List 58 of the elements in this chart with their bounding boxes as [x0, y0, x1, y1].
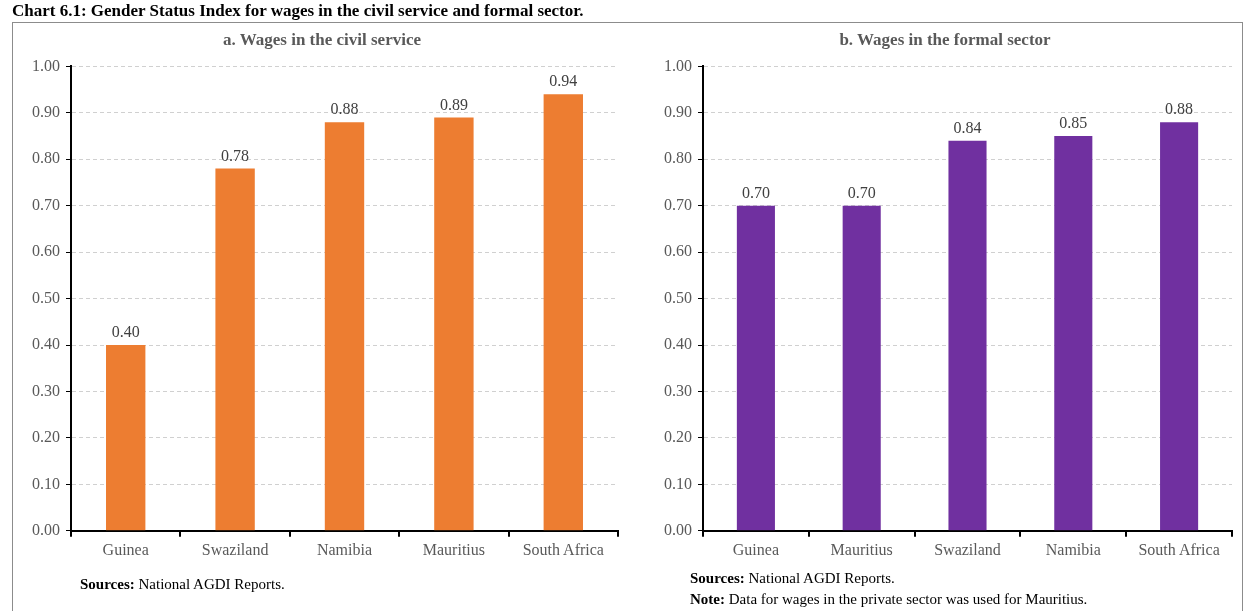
bar — [842, 205, 881, 531]
y-tick-label: 0.60 — [664, 242, 692, 260]
bar — [106, 345, 146, 531]
bar — [736, 205, 775, 531]
data-label: 0.78 — [221, 146, 250, 164]
y-tick-label: 0.30 — [32, 381, 60, 399]
x-tick-label: Swaziland — [934, 540, 1001, 558]
y-tick-label: 0.10 — [664, 474, 692, 492]
data-label: 0.88 — [330, 100, 359, 118]
data-label: 0.70 — [741, 183, 770, 201]
source-note: Sources: National AGDI Reports. — [690, 569, 896, 588]
data-label: 0.89 — [439, 95, 468, 113]
y-tick-label: 0.00 — [664, 521, 692, 538]
bar — [543, 94, 583, 531]
x-tick-label: Guinea — [102, 540, 149, 558]
y-tick-label: 0.70 — [32, 195, 60, 213]
caption: Chart 6.1: Gender Status Index for wages in the civil service and formal sector. — [12, 1, 584, 21]
y-tick-label: 0.10 — [32, 474, 60, 492]
bar — [948, 140, 987, 531]
y-tick-label: 0.20 — [32, 428, 60, 446]
text: Note: Data for wages in the private sector was used for Mauritius. — [690, 590, 1088, 609]
y-tick-label: 0.90 — [664, 103, 692, 121]
y-tick-label: 0.60 — [32, 242, 60, 260]
x-tick-label: South Africa — [522, 540, 604, 558]
y-tick-label: 0.80 — [32, 149, 60, 167]
bar — [1160, 122, 1199, 531]
y-tick-label: 0.30 — [664, 381, 692, 399]
x-tick-label: Mauritius — [422, 540, 486, 558]
y-tick-label: 0.00 — [32, 521, 60, 538]
data-label: 0.94 — [549, 72, 578, 90]
x-tick-label: Guinea — [732, 540, 779, 558]
y-tick-label: 0.20 — [664, 428, 692, 446]
bar — [324, 122, 365, 531]
data-label: 0.88 — [1165, 100, 1194, 118]
chart-title: b. Wages in the formal sector — [839, 29, 1052, 49]
y-tick-label: 0.80 — [664, 149, 692, 167]
y-tick-label: 0.50 — [32, 288, 60, 306]
bar — [215, 168, 255, 531]
chart-title: a. Wages in the civil service — [223, 29, 422, 49]
bar — [434, 117, 474, 531]
y-tick-label: 0.70 — [664, 195, 692, 213]
bar — [1054, 136, 1093, 531]
x-tick-label: Swaziland — [201, 540, 269, 558]
y-tick-label: 1.00 — [32, 56, 60, 74]
data-label: 0.85 — [1059, 114, 1088, 132]
y-tick-label: 1.00 — [664, 56, 692, 74]
x-tick-label: South Africa — [1138, 540, 1220, 558]
y-tick-label: 0.50 — [664, 288, 692, 306]
data-label: 0.40 — [111, 323, 140, 341]
x-tick-label: Namibia — [1045, 540, 1101, 558]
x-tick-label: Namibia — [316, 540, 373, 558]
data-label: 0.84 — [953, 118, 982, 136]
y-tick-label: 0.40 — [32, 335, 60, 353]
source-note: Sources: National AGDI Reports. — [80, 575, 285, 594]
x-tick-label: Mauritius — [830, 540, 893, 558]
y-tick-label: 0.90 — [32, 103, 60, 121]
data-label: 0.70 — [847, 183, 876, 201]
y-tick-label: 0.40 — [664, 335, 692, 353]
